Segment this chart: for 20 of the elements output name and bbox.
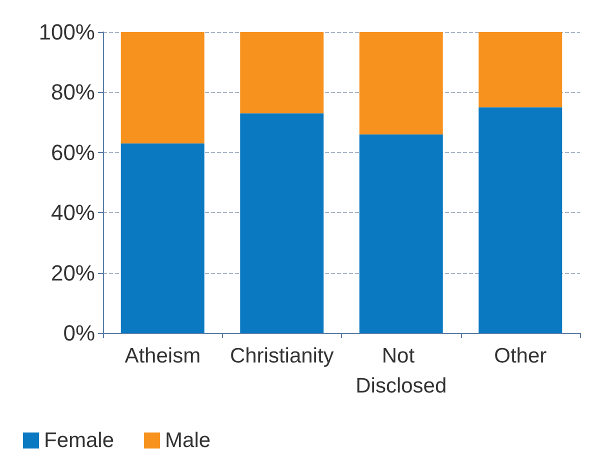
- y-tick-label: 40%: [50, 200, 95, 226]
- bar: [240, 113, 324, 333]
- bar: [359, 134, 443, 333]
- y-tick-label: 20%: [50, 260, 95, 286]
- bar: [120, 143, 204, 333]
- x-tick-label: Christianity: [230, 344, 334, 368]
- bar: [359, 32, 443, 134]
- x-tick-label: Atheism: [124, 344, 201, 368]
- bar: [478, 32, 562, 108]
- legend-label: Male: [165, 429, 211, 452]
- y-tick-label: 0%: [63, 320, 95, 346]
- x-tick-label: Other: [494, 344, 547, 368]
- bar: [120, 32, 204, 144]
- y-tick-label: 60%: [50, 140, 95, 165]
- bar: [240, 32, 324, 114]
- bar: [478, 107, 562, 333]
- y-tick-label: 100%: [38, 20, 95, 44]
- legend-label: Female: [44, 429, 114, 452]
- x-tick-label: Not Disclosed: [356, 344, 447, 398]
- y-tick-label: 80%: [50, 80, 95, 105]
